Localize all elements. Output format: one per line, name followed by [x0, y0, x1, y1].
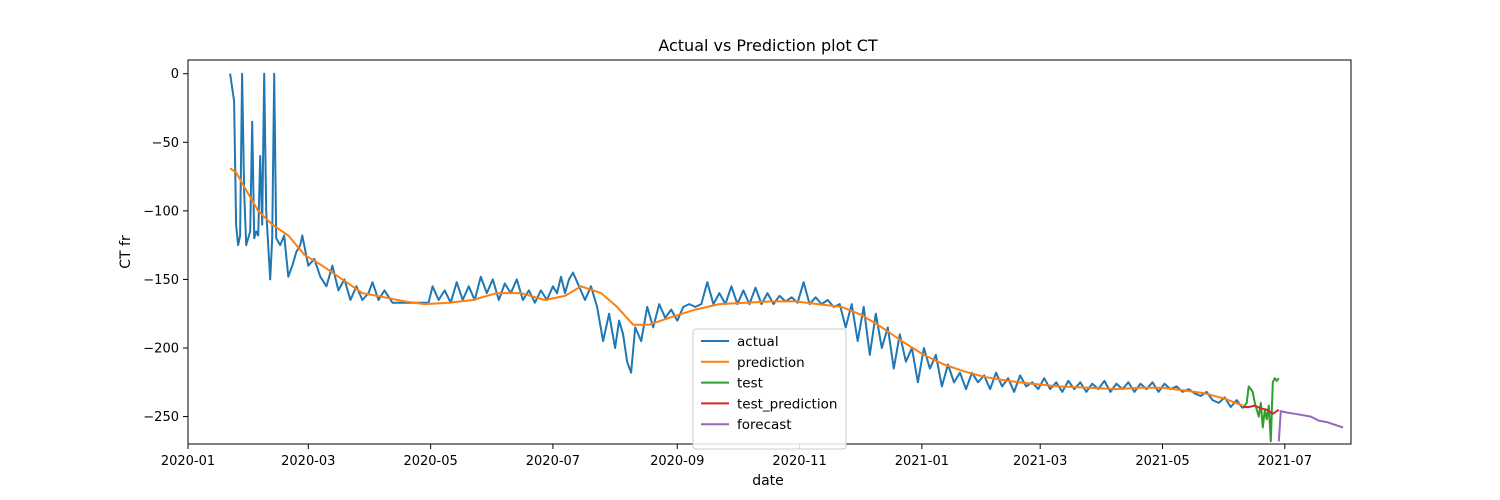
x-tick-label: 2021-03 [1013, 454, 1067, 469]
chart-title: Actual vs Prediction plot CT [658, 36, 878, 55]
y-tick-label: 0 [171, 67, 179, 82]
x-tick-label: 2021-07 [1258, 454, 1312, 469]
legend-box [692, 328, 847, 450]
legend-label-test-prediction: test_prediction [737, 396, 837, 412]
legend: actual prediction test test_predictionforec… [692, 328, 847, 450]
legend-label-actual: actual [737, 334, 779, 350]
legend-label-forecast: forecast [737, 417, 792, 433]
y-tick-label: −200 [143, 342, 179, 357]
x-axis-label: date [752, 473, 784, 489]
x-tick-label: 2020-01 [161, 454, 215, 469]
series-line-forecast [1277, 410, 1344, 442]
series-line-test [1241, 377, 1280, 443]
x-tick-label: 2021-01 [895, 454, 949, 469]
series-line-prediction [229, 167, 1244, 407]
y-axis-label: CT fr [118, 235, 134, 269]
y-tick-label: −150 [143, 273, 179, 288]
x-tick-label: 2020-09 [650, 454, 704, 469]
x-tick-label: 2020-05 [403, 454, 457, 469]
series-line-test-prediction [1242, 404, 1280, 415]
y-tick-label: −250 [143, 410, 179, 425]
x-tick-label: 2021-05 [1135, 454, 1189, 469]
x-tick-label: 2020-03 [281, 454, 335, 469]
y-axis: 0 −50 −100 −150 −200 −250 [143, 67, 188, 425]
x-tick-label: 2020-11 [772, 454, 826, 469]
plot-area [229, 72, 1344, 443]
legend-label-prediction: prediction [737, 355, 805, 371]
y-tick-label: −50 [152, 136, 179, 151]
legend-label-test: test [737, 376, 763, 392]
y-tick-label: −100 [143, 204, 179, 219]
x-tick-label: 2020-07 [526, 454, 580, 469]
